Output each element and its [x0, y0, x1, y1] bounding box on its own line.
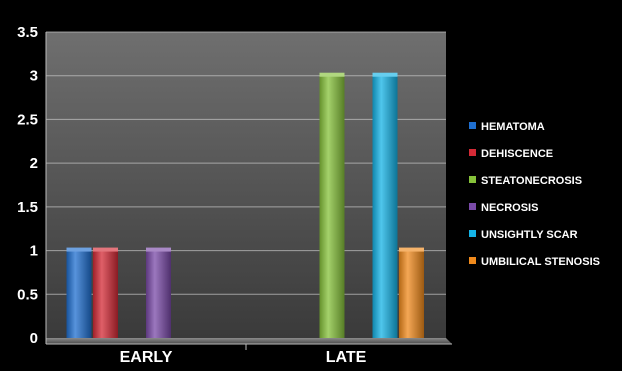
y-tick-label: 2 [30, 155, 38, 172]
y-tick-label: 0.5 [17, 286, 38, 303]
legend-label: STEATONECROSIS [481, 175, 582, 187]
y-tick-label: 2.5 [17, 111, 38, 128]
legend-label: DEHISCENCE [481, 148, 553, 160]
legend-label: UNSIGHTLY SCAR [481, 229, 578, 241]
legend-swatch [469, 203, 476, 210]
legend-swatch [469, 122, 476, 129]
bar-unsightly-scar-late [372, 75, 398, 338]
legend-swatch [469, 257, 476, 264]
bar-hematoma-early [66, 250, 92, 338]
bar-dehiscence-early [93, 250, 118, 338]
legend-swatch [469, 230, 476, 237]
bar-cap [319, 72, 345, 77]
legend-label: NECROSIS [481, 202, 538, 214]
y-tick-label: 1.5 [17, 199, 38, 216]
x-tick-label: LATE [326, 349, 367, 366]
bar-cap [372, 72, 398, 77]
y-tick-label: 3 [30, 68, 38, 85]
bar-cap [399, 247, 424, 252]
y-tick-label: 3.5 [17, 24, 38, 41]
x-tick-label: EARLY [120, 349, 173, 366]
bar-necrosis-early [146, 250, 171, 338]
y-axis: 0 0.5 1 1.5 2 2.5 3 3.5 [17, 24, 47, 347]
bar-cap [93, 247, 118, 252]
plot-floor [46, 338, 452, 344]
legend-label: HEMATOMA [481, 121, 545, 133]
bar-cap [146, 247, 171, 252]
legend-swatch [469, 176, 476, 183]
legend-label: UMBILICAL STENOSIS [481, 256, 600, 268]
bars [66, 72, 424, 338]
bar-cap [66, 247, 92, 252]
bar-umbilical-stenosis-late [399, 250, 424, 338]
bar-steatonecrosis-late [319, 75, 345, 338]
x-axis: EARLY LATE [46, 343, 452, 366]
y-tick-label: 1 [30, 243, 38, 260]
legend-swatch [469, 149, 476, 156]
y-tick-label: 0 [30, 330, 38, 347]
legend: HEMATOMA DEHISCENCE STEATONECROSIS NECROSIS… [469, 121, 600, 268]
